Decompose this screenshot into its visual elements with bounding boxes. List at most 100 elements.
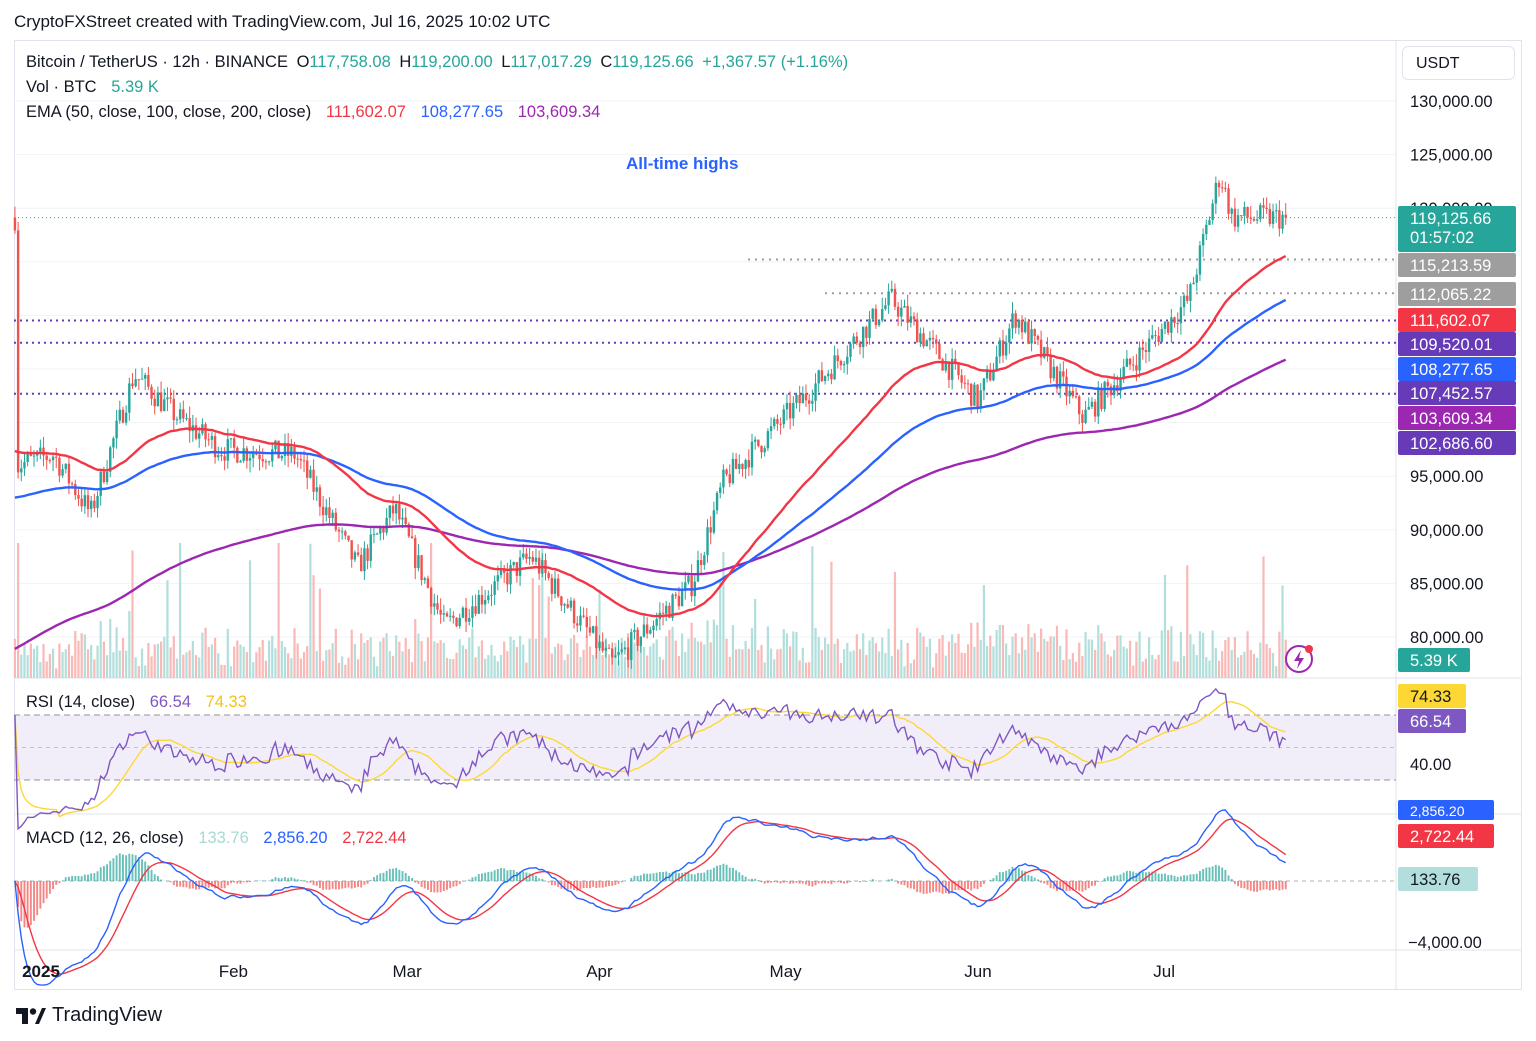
macd-hist-bar [347, 881, 350, 888]
macd-hist-bar [284, 877, 286, 881]
ema-legend[interactable]: EMA (50, close, 100, close, 200, close) … [26, 103, 604, 122]
volume-bar [226, 628, 229, 678]
volume-bar [277, 543, 280, 678]
macd-hist-bar [598, 881, 601, 888]
macd-hist-bar [967, 881, 969, 889]
macd-hist-bar [1119, 874, 1122, 881]
macd-label: MACD (12, 26, close) [26, 829, 184, 847]
candle-body [674, 594, 677, 596]
time-tick-label: May [770, 962, 803, 981]
price-tick-label: 130,000.00 [1410, 93, 1493, 111]
volume-bar [1151, 655, 1154, 678]
macd-hist-bar [39, 881, 42, 909]
macd-hist-bar [33, 881, 35, 921]
candle-body [70, 483, 74, 485]
macd-hist-bar [477, 874, 480, 881]
macd-hist-bar [630, 877, 633, 881]
candle-body [356, 552, 360, 555]
macd-hist-bar [906, 881, 909, 888]
macd-hist-bar [601, 881, 604, 888]
candle-body [99, 471, 102, 496]
macd-hist-bar [1233, 881, 1236, 884]
volume-bar [836, 638, 839, 678]
macd-hist-bar [191, 881, 194, 889]
candle-body [1084, 409, 1087, 423]
volume-bar [1233, 637, 1237, 678]
macd-hist-bar [214, 881, 217, 889]
macd-hist-bar [1230, 879, 1233, 881]
macd-hist-bar [693, 874, 696, 881]
macd-hist-bar [242, 881, 245, 883]
rsi-line [14, 687, 1287, 831]
volume-bar [356, 659, 360, 678]
volume-bar [531, 578, 534, 678]
candle-body [1217, 182, 1221, 188]
candle-body [360, 554, 363, 572]
candle-body [1135, 365, 1138, 371]
volume-bar [1186, 565, 1189, 678]
tradingview-logo[interactable]: TradingView [16, 1004, 162, 1027]
volume-legend[interactable]: Vol · BTC 5.39 K [26, 78, 163, 97]
volume-bar [1271, 652, 1275, 678]
volume-bar [337, 662, 341, 678]
candle-body [1262, 205, 1265, 208]
macd-hist-bar [1062, 881, 1065, 890]
candle-body [372, 534, 376, 536]
volume-bar [283, 646, 287, 678]
volume-bar [665, 636, 668, 678]
rsi-legend[interactable]: RSI (14, close) 66.54 74.33 [26, 693, 251, 712]
volume-bar [1052, 636, 1055, 678]
candle-body [849, 343, 852, 357]
currency-unit-button[interactable]: USDT [1402, 46, 1515, 80]
candle-body [839, 361, 843, 366]
ohlc-high: 119,200.00 [411, 53, 493, 71]
candle-body [223, 456, 226, 461]
candle-body [26, 454, 29, 462]
candle-body [887, 291, 890, 306]
volume-bar [703, 644, 706, 678]
macd-hist-bar [1090, 881, 1093, 886]
macd-hist-bar [201, 881, 204, 888]
macd-legend[interactable]: MACD (12, 26, close) 133.76 2,856.20 2,7… [26, 829, 410, 848]
macd-hist-bar [338, 881, 340, 890]
macd-hist-bar [401, 871, 404, 881]
volume-bar [928, 638, 932, 678]
volume-bar [658, 656, 661, 678]
macd-hist-bar [531, 874, 534, 881]
candle-body [935, 339, 938, 344]
volume-bar [334, 628, 337, 678]
volume-bar [261, 639, 264, 678]
candle-body [846, 356, 849, 365]
macd-hist-bar [58, 881, 61, 884]
macd-hist-bar [579, 881, 582, 890]
candle-body [51, 456, 55, 461]
volume-bar [649, 646, 652, 678]
volume-badge-bg [1398, 648, 1470, 672]
macd-hist-bar [751, 878, 753, 881]
volume-bar [766, 626, 769, 678]
volume-bar [963, 652, 966, 678]
candle-body [131, 383, 134, 387]
alert-icon[interactable] [1285, 645, 1313, 673]
macd-hist-bar [376, 875, 379, 881]
volume-bar [741, 649, 744, 678]
volume-bar [1268, 648, 1271, 678]
symbol-legend[interactable]: Bitcoin / TetherUS · 12h · BINANCE O117,… [26, 53, 852, 72]
chart-frame [14, 40, 1522, 990]
candle-body [1274, 210, 1278, 212]
macd-hist-bar [433, 881, 436, 893]
candle-body [1166, 321, 1170, 333]
macd-hist-bar [1265, 881, 1268, 890]
candle-body [741, 463, 744, 470]
volume-bar [360, 633, 363, 678]
time-axis: 2025 Feb Mar Apr May Jun Jul [22, 962, 1175, 981]
macd-signal-line [14, 818, 1287, 975]
candle-body [547, 573, 550, 578]
current-price-badge-bg [1398, 206, 1516, 252]
ema100-line [14, 298, 1287, 591]
price-tick-label: 125,000.00 [1410, 147, 1493, 165]
candle-body [178, 409, 182, 420]
candle-body [1208, 220, 1211, 225]
macd-badge-bg [1398, 800, 1494, 820]
